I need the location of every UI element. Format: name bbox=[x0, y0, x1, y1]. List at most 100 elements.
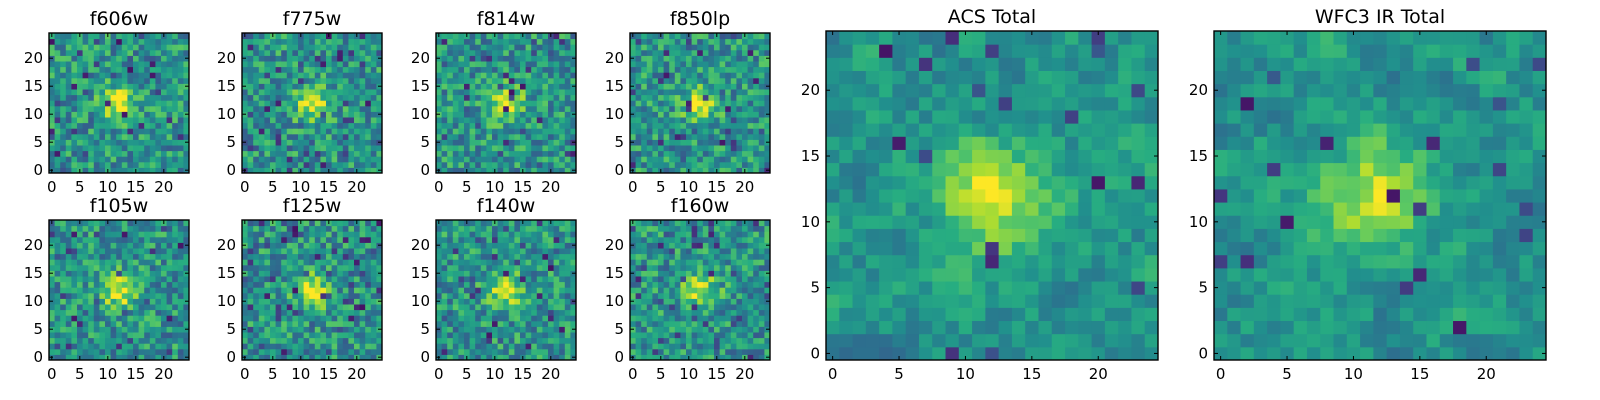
heatmap-cell bbox=[458, 61, 465, 68]
heatmap-cell bbox=[503, 44, 510, 51]
heatmap-cell bbox=[116, 304, 123, 311]
heatmap-cell bbox=[60, 100, 67, 107]
heatmap-cell bbox=[764, 145, 771, 152]
heatmap-cell bbox=[531, 128, 538, 135]
heatmap-cell bbox=[564, 298, 571, 305]
heatmap-cell bbox=[464, 309, 471, 316]
heatmap-cell bbox=[110, 220, 117, 227]
heatmap-cell bbox=[49, 161, 56, 168]
heatmap-cell bbox=[49, 61, 56, 68]
heatmap-cell bbox=[635, 33, 642, 40]
heatmap-cell bbox=[292, 248, 299, 255]
heatmap-cell bbox=[669, 55, 676, 62]
heatmap-cell bbox=[71, 133, 78, 140]
heatmap-cell bbox=[376, 38, 383, 45]
heatmap-cell bbox=[331, 354, 338, 361]
heatmap-cell bbox=[71, 122, 78, 129]
heatmap-cell bbox=[663, 33, 670, 40]
heatmap-cell bbox=[758, 309, 765, 316]
heatmap-cell bbox=[121, 343, 128, 350]
heatmap-cell bbox=[669, 139, 676, 146]
heatmap-cell bbox=[121, 77, 128, 84]
heatmap-cell bbox=[359, 332, 366, 339]
heatmap-cell bbox=[753, 332, 760, 339]
heatmap-cell bbox=[508, 304, 515, 311]
heatmap-cell bbox=[71, 77, 78, 84]
heatmap-cell bbox=[172, 83, 179, 90]
heatmap-cell bbox=[714, 128, 721, 135]
heatmap-cell bbox=[503, 332, 510, 339]
heatmap-cell bbox=[725, 38, 732, 45]
panel-title: f105w bbox=[90, 195, 149, 217]
heatmap-cell bbox=[314, 161, 321, 168]
heatmap-cell bbox=[469, 55, 476, 62]
heatmap-cell bbox=[270, 117, 277, 124]
heatmap-cell bbox=[337, 111, 344, 118]
heatmap-cell bbox=[144, 72, 151, 79]
heatmap-cell bbox=[116, 94, 123, 101]
heatmap-cell bbox=[475, 133, 482, 140]
heatmap-cell bbox=[110, 55, 117, 62]
heatmap-cell bbox=[121, 242, 128, 249]
heatmap-cell bbox=[686, 128, 693, 135]
heatmap-cell bbox=[127, 100, 134, 107]
heatmap-cell bbox=[60, 105, 67, 112]
heatmap-cell bbox=[292, 72, 299, 79]
heatmap-cell bbox=[708, 304, 715, 311]
heatmap-cell bbox=[702, 287, 709, 294]
heatmap-cell bbox=[646, 49, 653, 56]
y-tick-label: 10 bbox=[217, 105, 236, 123]
heatmap-cell bbox=[730, 55, 737, 62]
heatmap-cell bbox=[503, 128, 510, 135]
heatmap-cell bbox=[376, 128, 383, 135]
heatmap-cell bbox=[77, 270, 84, 277]
heatmap-cell bbox=[54, 354, 61, 361]
heatmap-cell bbox=[697, 145, 704, 152]
heatmap-cell bbox=[365, 105, 372, 112]
heatmap-cell bbox=[658, 117, 665, 124]
heatmap-cell bbox=[674, 72, 681, 79]
heatmap-cell bbox=[247, 111, 254, 118]
heatmap-cell bbox=[155, 66, 162, 73]
heatmap-cell bbox=[548, 139, 555, 146]
heatmap-cell bbox=[348, 292, 355, 299]
heatmap-cell bbox=[253, 298, 260, 305]
heatmap-cell bbox=[436, 100, 443, 107]
heatmap-cell bbox=[127, 309, 134, 316]
heatmap-cell bbox=[93, 44, 100, 51]
y-tick-label: 15 bbox=[411, 77, 430, 95]
heatmap-cell bbox=[138, 83, 145, 90]
heatmap-cell bbox=[753, 94, 760, 101]
heatmap-cell bbox=[542, 298, 549, 305]
heatmap-cell bbox=[559, 298, 566, 305]
heatmap-cell bbox=[702, 66, 709, 73]
heatmap-cell bbox=[93, 105, 100, 112]
heatmap-cell bbox=[138, 156, 145, 163]
heatmap-cell bbox=[370, 292, 377, 299]
heatmap-cell bbox=[674, 100, 681, 107]
heatmap-cell bbox=[337, 287, 344, 294]
heatmap-cell bbox=[531, 348, 538, 355]
heatmap-cell bbox=[258, 298, 265, 305]
heatmap-cell bbox=[183, 122, 190, 129]
heatmap-cell bbox=[88, 111, 95, 118]
heatmap-cell bbox=[54, 337, 61, 344]
heatmap-cell bbox=[469, 122, 476, 129]
heatmap-cell bbox=[376, 332, 383, 339]
heatmap-cell bbox=[88, 72, 95, 79]
heatmap-cell bbox=[149, 150, 156, 157]
heatmap-cell bbox=[342, 276, 349, 283]
heatmap-cell bbox=[149, 298, 156, 305]
heatmap-cell bbox=[652, 304, 659, 311]
heatmap-cell bbox=[441, 61, 448, 68]
y-tick-label: 10 bbox=[411, 105, 430, 123]
heatmap-cell bbox=[183, 44, 190, 51]
heatmap-cell bbox=[570, 348, 577, 355]
heatmap-cell bbox=[314, 61, 321, 68]
heatmap-cell bbox=[138, 128, 145, 135]
heatmap-cell bbox=[497, 94, 504, 101]
heatmap-cell bbox=[714, 72, 721, 79]
heatmap-cell bbox=[669, 326, 676, 333]
heatmap-cell bbox=[281, 220, 288, 227]
y-tick-label: 0 bbox=[226, 348, 236, 366]
